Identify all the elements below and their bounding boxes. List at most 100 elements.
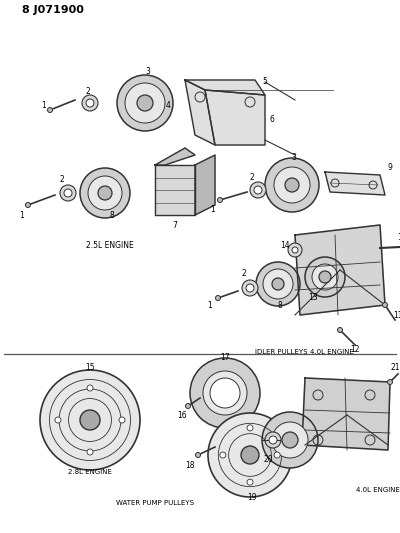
Polygon shape — [205, 90, 265, 145]
Circle shape — [186, 403, 190, 408]
Text: 15: 15 — [85, 362, 95, 372]
Polygon shape — [155, 165, 195, 215]
Circle shape — [265, 432, 281, 448]
Circle shape — [125, 83, 165, 123]
Circle shape — [190, 358, 260, 428]
Circle shape — [247, 425, 253, 431]
Circle shape — [86, 99, 94, 107]
Circle shape — [87, 385, 93, 391]
Text: 7: 7 — [172, 221, 178, 230]
Circle shape — [274, 167, 310, 203]
Circle shape — [319, 271, 331, 283]
Circle shape — [60, 185, 76, 201]
Circle shape — [250, 182, 266, 198]
Polygon shape — [185, 80, 265, 95]
Text: 4: 4 — [166, 101, 170, 109]
Circle shape — [98, 186, 112, 200]
Circle shape — [48, 108, 52, 112]
Text: 16: 16 — [177, 410, 187, 419]
Circle shape — [119, 417, 125, 423]
Circle shape — [241, 446, 259, 464]
Circle shape — [55, 417, 61, 423]
Circle shape — [272, 278, 284, 290]
Circle shape — [305, 257, 345, 297]
Polygon shape — [195, 155, 215, 215]
Polygon shape — [325, 172, 385, 195]
Polygon shape — [295, 225, 385, 315]
Text: 3: 3 — [292, 154, 296, 163]
Text: 1: 1 — [211, 206, 215, 214]
Text: 21: 21 — [390, 364, 400, 373]
Polygon shape — [302, 378, 390, 450]
Text: 8: 8 — [110, 211, 114, 220]
Text: 4.0L ENGINE: 4.0L ENGINE — [310, 349, 354, 355]
Circle shape — [288, 243, 302, 257]
Circle shape — [87, 449, 93, 455]
Text: 1: 1 — [20, 211, 24, 220]
Text: 11: 11 — [393, 311, 400, 319]
Circle shape — [272, 422, 308, 458]
Text: 8: 8 — [278, 301, 282, 310]
Text: 1: 1 — [42, 101, 46, 109]
Text: 19: 19 — [247, 492, 257, 502]
Text: 2.5L ENGINE: 2.5L ENGINE — [86, 240, 134, 249]
Text: 20: 20 — [263, 456, 273, 464]
Text: 12: 12 — [350, 345, 360, 354]
Circle shape — [26, 203, 30, 207]
Text: 2: 2 — [60, 175, 64, 184]
Text: 2: 2 — [250, 174, 254, 182]
Circle shape — [242, 280, 258, 296]
Circle shape — [256, 262, 300, 306]
Circle shape — [220, 452, 226, 458]
Circle shape — [269, 436, 277, 444]
Circle shape — [312, 264, 338, 290]
Text: 8 J071900: 8 J071900 — [22, 5, 84, 15]
Circle shape — [196, 453, 200, 457]
Text: 3: 3 — [146, 68, 150, 77]
Text: 13: 13 — [308, 294, 318, 303]
Text: 6: 6 — [270, 116, 274, 125]
Circle shape — [80, 410, 100, 430]
Circle shape — [382, 303, 388, 308]
Circle shape — [338, 327, 342, 333]
Circle shape — [254, 186, 262, 194]
Circle shape — [292, 247, 298, 253]
Text: 9: 9 — [388, 164, 392, 173]
Circle shape — [216, 384, 234, 402]
Circle shape — [80, 168, 130, 218]
Circle shape — [203, 371, 247, 415]
Circle shape — [88, 176, 122, 210]
Circle shape — [40, 370, 140, 470]
Circle shape — [265, 158, 319, 212]
Text: WATER PUMP PULLEYS: WATER PUMP PULLEYS — [116, 500, 194, 506]
Text: 2.8L ENGINE: 2.8L ENGINE — [68, 469, 112, 475]
Circle shape — [82, 95, 98, 111]
Text: 14: 14 — [280, 240, 290, 249]
Circle shape — [246, 284, 254, 292]
Text: 2: 2 — [242, 270, 246, 279]
Text: 10: 10 — [397, 233, 400, 243]
Circle shape — [117, 75, 173, 131]
Circle shape — [137, 95, 153, 111]
Circle shape — [282, 432, 298, 448]
Circle shape — [285, 178, 299, 192]
Text: 5: 5 — [262, 77, 268, 85]
Circle shape — [218, 198, 222, 203]
Circle shape — [208, 413, 292, 497]
Circle shape — [210, 378, 240, 408]
Circle shape — [263, 269, 293, 299]
Text: IDLER PULLEYS: IDLER PULLEYS — [255, 349, 308, 355]
Text: 17: 17 — [220, 352, 230, 361]
Polygon shape — [155, 148, 195, 165]
Polygon shape — [185, 80, 215, 145]
Text: 18: 18 — [185, 461, 195, 470]
Circle shape — [274, 452, 280, 458]
Circle shape — [64, 189, 72, 197]
Circle shape — [216, 295, 220, 301]
Text: 4.0L ENGINE: 4.0L ENGINE — [356, 487, 400, 493]
Circle shape — [247, 479, 253, 485]
Circle shape — [262, 412, 318, 468]
Text: 2: 2 — [86, 87, 90, 96]
Circle shape — [388, 379, 392, 384]
Text: 1: 1 — [208, 301, 212, 310]
